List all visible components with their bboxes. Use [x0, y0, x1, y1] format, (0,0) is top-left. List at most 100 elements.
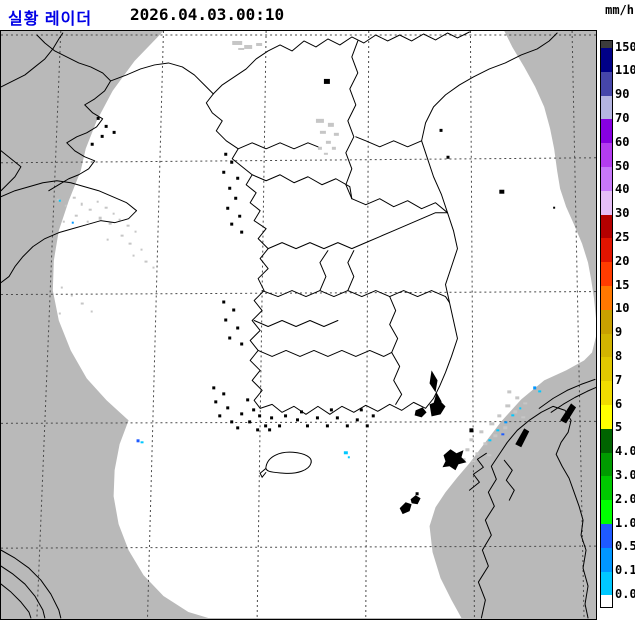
province-boundary — [345, 40, 359, 200]
colorbar-segment — [601, 547, 612, 572]
coastline-korea — [205, 32, 558, 415]
colorbar-segment — [601, 48, 612, 72]
colorbar-label: 8 — [615, 348, 623, 363]
clutter-echo — [132, 254, 135, 257]
island-dots-west-coast — [222, 152, 244, 346]
coastline-kyushu-detail — [503, 459, 515, 501]
meridian-line — [256, 31, 267, 619]
province-boundary — [251, 174, 353, 200]
island-dokdo — [553, 206, 556, 209]
province-boundary — [267, 212, 448, 250]
colorbar-label: 40 — [615, 182, 630, 197]
clutter-echo — [90, 310, 93, 313]
colorbar-segment — [601, 95, 612, 120]
clutter-echo — [104, 206, 108, 209]
colorbar-segment — [601, 333, 612, 358]
clutter-echo — [128, 242, 132, 245]
colorbar-label: 50 — [615, 158, 630, 173]
clutter-echo — [493, 434, 498, 438]
colorbar-segment — [601, 428, 612, 453]
clutter-echo — [487, 454, 492, 457]
colorbar-segment — [601, 571, 612, 596]
colorbar-segment — [601, 119, 612, 144]
clutter-echo — [88, 208, 92, 211]
colorbar-label: 70 — [615, 110, 630, 125]
province-boundary — [253, 320, 339, 327]
clutter-echo — [80, 202, 83, 206]
border-yalu-tumen — [212, 31, 470, 95]
island-hirado — [442, 449, 467, 471]
colorbar-segment — [601, 41, 612, 48]
clutter-echo — [483, 442, 488, 446]
island-iki — [469, 428, 474, 433]
clutter-echo — [96, 200, 99, 203]
clutter-echo — [515, 396, 520, 400]
precip-echo — [501, 433, 505, 436]
island-ulleungdo — [499, 189, 505, 194]
coastline-kyushu — [477, 405, 589, 619]
clutter-echo — [72, 196, 76, 199]
coastline-honshu — [538, 378, 596, 409]
coastline-china-east — [1, 583, 32, 619]
precip-echo — [504, 421, 508, 424]
colorbar-segment — [601, 500, 612, 524]
colorbar-segment — [601, 214, 612, 239]
clutter-echo — [232, 40, 243, 45]
header-bar: 실황 레이더 2026.04.03.00:10 — [0, 0, 635, 30]
precip-echo — [58, 199, 61, 202]
island-tsushima — [429, 370, 442, 412]
colorbar-segment — [601, 285, 612, 310]
coastline-nagasaki — [468, 452, 487, 491]
colorbar-label: 25 — [615, 229, 630, 244]
coastline-korea-bay — [110, 62, 214, 95]
clutter-echo — [469, 438, 474, 442]
colorbar-label: 60 — [615, 134, 630, 149]
colorbar-label: 7 — [615, 372, 623, 387]
clutter-echo — [86, 220, 89, 223]
radar-coverage-area — [52, 31, 596, 619]
precip-echo — [496, 429, 500, 432]
colorbar-label: 0.0 — [615, 586, 635, 601]
colorbar-segment — [601, 262, 612, 286]
clutter-echo — [333, 132, 339, 136]
coastline-china-east — [1, 549, 62, 619]
clutter-echo — [80, 302, 84, 305]
coastline-shandong — [1, 180, 138, 284]
legend-unit-label: mm/h — [605, 3, 634, 17]
coastline-honshu — [550, 386, 596, 413]
latlon-grid — [1, 31, 596, 619]
colorbar-segment — [601, 523, 612, 548]
clutter-echo — [315, 118, 324, 123]
clutter-echo — [327, 122, 334, 127]
colorbar-label: 1.0 — [615, 515, 635, 530]
province-boundary — [355, 136, 423, 148]
clutter-echo — [513, 410, 518, 414]
colorbar-label: 30 — [615, 206, 630, 221]
colorbar-label: 0.5 — [615, 539, 635, 554]
observation-timestamp: 2026.04.03.00:10 — [130, 5, 285, 24]
clutter-echo — [120, 234, 124, 237]
clutter-echo — [62, 220, 65, 223]
clutter-echo — [56, 198, 60, 201]
province-boundary — [261, 290, 391, 298]
colorbar-segment — [601, 452, 612, 477]
clutter-echo — [108, 222, 112, 225]
clutter-echo — [507, 390, 512, 394]
clutter-echo — [503, 426, 508, 430]
islands — [90, 78, 577, 515]
clutter-echo — [319, 130, 326, 134]
clutter-echo — [465, 448, 470, 452]
colorbar-legend: mm/h 150 110 90 70 60 50 40 30 25 20 15 10 9 8 7 6 5 4.0 3… — [599, 0, 635, 620]
colorbar-label: 90 — [615, 87, 630, 102]
province-boundary — [351, 198, 448, 214]
colorbar-labels: 150 110 90 70 60 50 40 30 25 20 15 10 9 8 7 6 5 4.0 3.0 2.0… — [615, 40, 635, 620]
clutter-echo — [505, 404, 511, 408]
island-dots-south-coast — [296, 408, 375, 428]
colorbar-segment — [601, 309, 612, 334]
island-goto — [399, 492, 421, 515]
precip-echo — [511, 414, 515, 417]
precip-echo — [140, 441, 144, 444]
meridian-line — [571, 31, 585, 619]
clutter-echo — [134, 230, 137, 233]
